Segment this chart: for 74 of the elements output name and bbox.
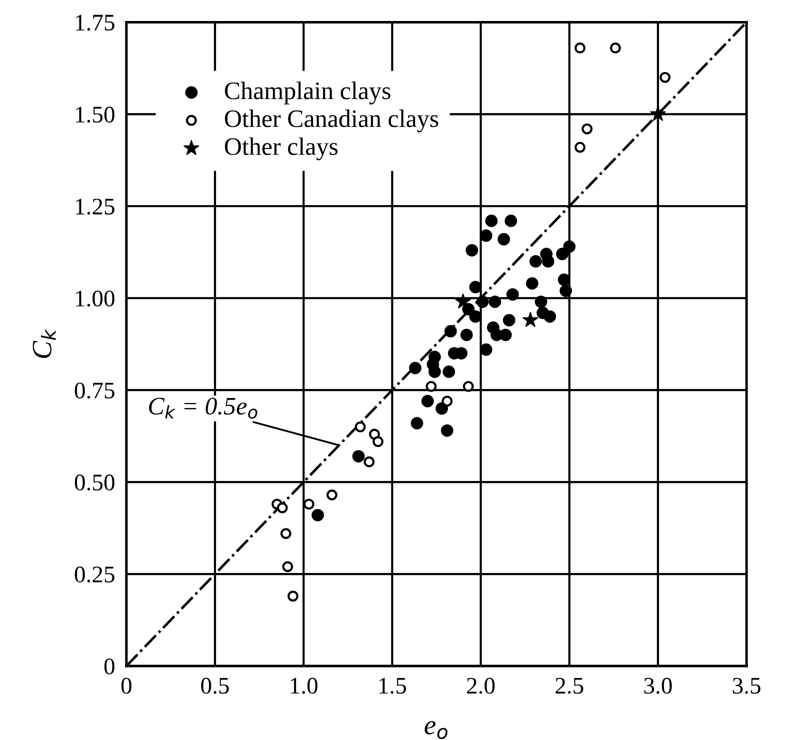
point (462, 380, 474, 392)
point (436, 402, 448, 415)
x-axis-title: e$_{o}$ (424, 721, 448, 740)
point (480, 343, 492, 356)
point (352, 450, 365, 462)
point (650, 106, 666, 121)
point (488, 296, 502, 308)
point (455, 294, 471, 308)
point (582, 123, 593, 134)
point (544, 310, 556, 323)
point (444, 325, 457, 338)
point (574, 42, 586, 54)
point (364, 456, 375, 468)
y-tick-label: 1.00 (76, 290, 114, 307)
point (442, 365, 456, 378)
y-tick-label: 1.50 (76, 106, 114, 123)
point (409, 362, 422, 374)
point (530, 255, 542, 268)
point (504, 214, 518, 228)
point (421, 394, 434, 408)
x-tick-label: 3.0 (644, 678, 672, 694)
point (485, 214, 498, 228)
point (480, 229, 492, 242)
y-tick-label: 0.75 (74, 382, 114, 399)
y-tick-label: 1.75 (76, 14, 114, 31)
point (282, 561, 294, 572)
point (280, 528, 292, 539)
point (610, 42, 621, 54)
point (476, 296, 489, 308)
point (466, 244, 478, 256)
x-tick-label: 0.5 (201, 678, 229, 694)
legend-label: Other Canadian clays (224, 110, 438, 132)
point (558, 274, 570, 286)
point (498, 233, 510, 246)
point (526, 277, 538, 290)
point (556, 248, 568, 260)
point (410, 417, 424, 430)
point (276, 502, 288, 514)
point (560, 284, 572, 297)
point (534, 296, 548, 308)
x-tick-label: 1.5 (380, 678, 406, 694)
point (502, 314, 516, 326)
point (563, 240, 576, 253)
point (303, 498, 314, 510)
point (426, 380, 437, 392)
point (574, 142, 586, 153)
x-tick-label: 2.5 (556, 678, 584, 694)
point (326, 489, 338, 500)
y-tick-label: 0 (104, 658, 114, 674)
x-tick-label: 0 (121, 678, 132, 694)
annotation: C$_{k}$ = 0.5e$_{o}$ (149, 398, 258, 419)
point (469, 280, 482, 294)
y-tick-label: 0.50 (74, 474, 114, 491)
point (354, 421, 366, 432)
point (469, 310, 482, 323)
point (440, 424, 454, 437)
x-tick-label: 3.5 (732, 678, 760, 694)
point (542, 255, 554, 268)
point (288, 590, 298, 602)
legend-label: Other clays (224, 137, 338, 160)
x-tick-label: 2.0 (467, 678, 495, 694)
point (506, 288, 519, 301)
y-tick-label: 1.25 (76, 198, 114, 215)
point (660, 72, 670, 83)
point (522, 312, 538, 327)
point (460, 328, 473, 342)
legend-label: Champlain clays (224, 82, 390, 104)
y-axis-title: C$_{k}$ (32, 328, 56, 358)
y-tick-label: 0.25 (74, 566, 114, 583)
point (312, 508, 324, 522)
x-tick-label: 1.0 (290, 678, 318, 694)
point (428, 365, 441, 378)
point (442, 396, 453, 407)
point (372, 436, 384, 448)
